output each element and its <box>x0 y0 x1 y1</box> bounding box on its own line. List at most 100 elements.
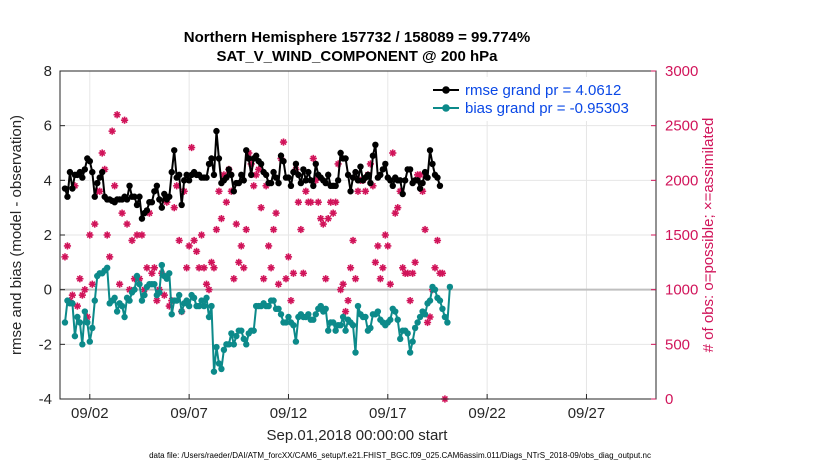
bias-point <box>310 316 317 323</box>
rmse-point <box>347 188 354 195</box>
rmse-point <box>426 147 434 154</box>
bias-point <box>138 297 146 304</box>
obs-point <box>111 182 119 190</box>
bias-point <box>208 302 215 310</box>
obs-point <box>381 231 389 239</box>
rmse-point <box>377 171 384 179</box>
bias-point <box>225 341 233 348</box>
rmse-point <box>337 149 344 157</box>
obs-point <box>386 280 394 288</box>
obs-point <box>399 264 407 272</box>
rmse-point <box>243 147 250 154</box>
x-tick-label: 09/07 <box>170 405 208 422</box>
rmse-point <box>203 174 210 181</box>
rmse-point <box>275 179 282 187</box>
y-right-tick-label: 2500 <box>665 118 698 135</box>
rmse-point <box>131 193 138 200</box>
rmse-point <box>267 179 275 187</box>
obs-point <box>250 182 258 190</box>
bias-point <box>416 313 424 321</box>
rmse-point <box>379 166 387 173</box>
bias-point <box>133 272 141 280</box>
obs-point <box>242 225 250 234</box>
bias-point <box>141 291 148 299</box>
bias-point <box>103 264 111 271</box>
obs-point <box>374 242 382 250</box>
obs-point <box>98 149 106 157</box>
rmse-point <box>270 168 277 176</box>
obs-point <box>252 171 260 179</box>
obs-point <box>423 318 432 327</box>
obs-point <box>91 220 99 228</box>
obs-point <box>309 154 317 163</box>
bias-point <box>439 305 446 312</box>
y-axis-left-label: rmse and bias (model - observation) <box>8 115 25 355</box>
obs-point <box>113 111 121 119</box>
bias-point <box>91 297 98 304</box>
rmse-point <box>322 179 329 187</box>
obs-point <box>371 258 379 266</box>
rmse-point <box>235 179 242 187</box>
obs-point <box>153 297 161 305</box>
bias-point <box>213 343 220 351</box>
rmse-point <box>334 177 342 184</box>
rmse-point <box>136 193 143 200</box>
obs-point <box>205 286 213 294</box>
bias-point <box>230 341 238 348</box>
bias-point <box>409 338 416 345</box>
rmse-point <box>349 174 357 181</box>
bias-point <box>406 349 414 356</box>
bias-point <box>441 313 449 321</box>
obs-point <box>202 280 211 288</box>
rmse-point <box>215 155 223 162</box>
obs-point <box>255 165 263 173</box>
obs-point <box>148 269 156 277</box>
rmse-point <box>305 168 312 176</box>
rmse-point <box>332 182 339 189</box>
bias-point <box>126 297 133 304</box>
bias-point <box>89 324 96 332</box>
bias-point <box>374 308 382 315</box>
bias-point <box>312 311 319 318</box>
bias-point <box>200 302 208 310</box>
rmse-point <box>158 204 166 211</box>
y-left-tick-label: 0 <box>44 282 52 299</box>
obs-point <box>433 236 442 245</box>
obs-point <box>108 127 116 135</box>
obs-point <box>207 258 216 266</box>
bias-point <box>198 297 205 304</box>
bias-point <box>233 332 240 340</box>
rmse-point <box>138 215 146 222</box>
bias-point <box>436 297 444 304</box>
obs-point <box>212 225 221 234</box>
rmse-point <box>228 171 235 179</box>
bias-point <box>71 332 79 340</box>
rmse-point <box>312 160 319 168</box>
rmse-point <box>357 163 364 170</box>
obs-point <box>332 198 340 206</box>
obs-point <box>324 215 332 223</box>
obs-series <box>61 111 449 403</box>
rmse-point <box>434 174 441 181</box>
rmse-point <box>96 174 103 181</box>
y-left-tick-label: 6 <box>44 118 52 135</box>
rmse-point <box>401 177 409 184</box>
bias-point <box>421 311 429 318</box>
obs-point <box>106 253 114 261</box>
bias-point <box>275 305 282 312</box>
obs-point <box>344 297 352 305</box>
obs-point <box>384 242 392 250</box>
rmse-point <box>257 160 265 168</box>
obs-point <box>351 275 360 283</box>
bias-point <box>292 338 300 345</box>
obs-point <box>426 313 434 321</box>
obs-point <box>192 247 201 255</box>
y-right-tick-label: 1500 <box>665 227 698 244</box>
obs-point <box>237 242 245 250</box>
y-right-tick-label: 1000 <box>665 282 698 299</box>
rmse-point <box>300 166 307 173</box>
rmse-point <box>424 174 431 181</box>
rmse-point <box>280 158 287 165</box>
bias-point <box>136 281 143 288</box>
